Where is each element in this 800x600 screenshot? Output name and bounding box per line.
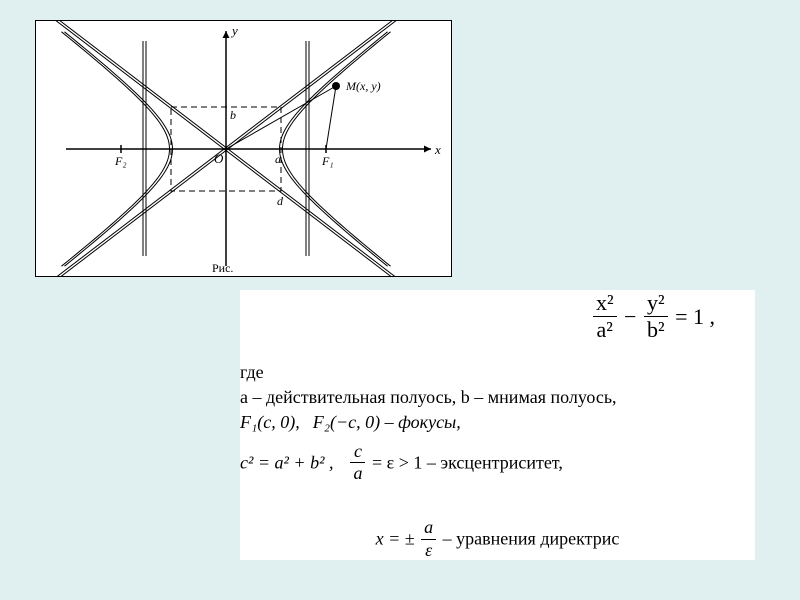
denom-b2: b² (644, 317, 668, 343)
line-ab: a – действительная полуось, b – мнимая п… (240, 387, 755, 408)
numer-a: a (421, 517, 436, 540)
svg-text:Рис.: Рис. (212, 261, 233, 275)
svg-text:M(x, y): M(x, y) (345, 79, 381, 93)
f2: F₂(−c, 0) – фокусы, (313, 412, 461, 432)
dir-tail: – уравнения директрис (443, 529, 620, 549)
c2: c² = a² + b² , (240, 452, 333, 472)
svg-text:F₂: F₂ (114, 154, 127, 168)
line-foci: F₁(c, 0), F₂(−c, 0) – фокусы, (240, 412, 755, 433)
text-panel: x² a² − y² b² = 1 , где a – действительн… (240, 290, 755, 560)
line-ecc: c² = a² + b² , c a = ε > 1 – эксцентриси… (240, 441, 755, 485)
frac-y2-b2: y² b² (644, 290, 668, 344)
slide-background: y x Oa b d F₁ F₂ M(x, y) Рис. x² a² − y² b² = 1 … (0, 0, 800, 600)
numer-c: c (350, 441, 365, 464)
svg-text:d: d (277, 194, 284, 208)
frac-x2-a2: x² a² (593, 290, 617, 344)
f1: F₁(c, 0), (240, 412, 300, 432)
denom-a: a (350, 463, 365, 485)
svg-text:a: a (275, 152, 281, 166)
denom-eps: ε (421, 540, 436, 562)
eq-tail: = 1 , (675, 304, 715, 329)
numer-x2: x² (593, 290, 617, 317)
gde: где (240, 362, 755, 383)
svg-text:F₁: F₁ (321, 154, 334, 168)
hyperbola-graph: y x Oa b d F₁ F₂ M(x, y) Рис. (36, 21, 451, 276)
frac-a-eps: a ε (421, 517, 436, 561)
equation-main: x² a² − y² b² = 1 , (240, 290, 755, 344)
dir-lead: x = ± (376, 529, 415, 549)
ecc-tail: = ε > 1 – эксцентриситет, (372, 452, 563, 472)
svg-text:x: x (434, 142, 441, 157)
frac-c-a: c a (350, 441, 365, 485)
denom-a2: a² (593, 317, 617, 343)
line-directrix: x = ± a ε – уравнения директрис (240, 517, 755, 561)
svg-text:y: y (230, 23, 238, 38)
graph-panel: y x Oa b d F₁ F₂ M(x, y) Рис. (35, 20, 452, 277)
svg-text:b: b (230, 108, 236, 122)
numer-y2: y² (644, 290, 668, 317)
minus: − (624, 304, 642, 329)
svg-text:O: O (214, 151, 224, 166)
